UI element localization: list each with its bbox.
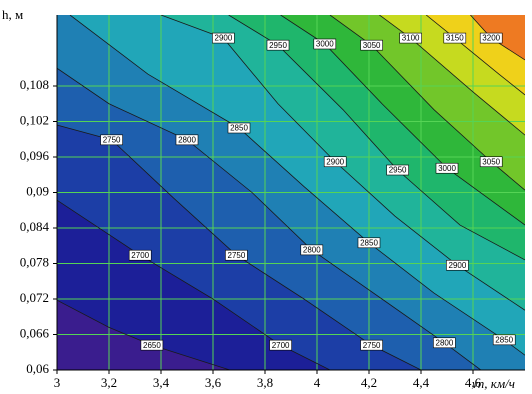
y-tick-label: 0,108: [20, 77, 49, 92]
contour-label: 2650: [143, 341, 161, 350]
contour-line: [329, 15, 525, 191]
contour-line: [425, 15, 525, 96]
contour-label: 2700: [272, 341, 290, 350]
contour-label: 2850: [360, 238, 378, 247]
x-tick-label: 4,4: [413, 375, 430, 390]
contour-line: [69, 15, 525, 356]
contour-labels: 2650 2700 2700 2750 2750 2750 2800 2800 2800 2850…: [100, 32, 516, 351]
contour-label-box: [225, 249, 248, 261]
contour-label-box: [266, 39, 290, 51]
contour-label: 3100: [402, 34, 420, 43]
contour-label-box: [128, 249, 152, 261]
x-tick-label: 3: [54, 375, 61, 390]
contour-label: 2900: [215, 34, 233, 43]
x-tick-label: 3,2: [101, 375, 117, 390]
x-tick-label: 4,6: [465, 375, 482, 390]
contour-label-box: [212, 32, 235, 44]
x-tick-label: 4,2: [361, 375, 377, 390]
y-axis-label: h, м: [2, 7, 23, 22]
x-tick-label: 3,8: [257, 375, 273, 390]
contour-label: 2750: [228, 251, 246, 260]
contour-label: 2800: [303, 246, 321, 255]
contour-band: [57, 15, 525, 370]
contour-label: 3050: [363, 41, 381, 50]
axes: 0,06 0,066 0,072 0,078 0,084 0,09 0,096 0,102 0,…: [20, 15, 525, 390]
x-axis-label: vп, км/ч: [472, 376, 515, 391]
y-tick-label: 0,06: [26, 361, 49, 376]
contour-lines: [57, 15, 525, 370]
y-tick-label: 0,066: [20, 325, 50, 340]
contour-label: 3200: [482, 34, 500, 43]
contour-label: 3050: [482, 157, 500, 166]
y-tick-label: 0,102: [20, 112, 49, 127]
contour-label: 3000: [316, 40, 334, 49]
contour-label-box: [269, 339, 292, 351]
y-tick-label: 0,078: [20, 254, 49, 269]
contour-label: 2850: [495, 335, 513, 344]
contour-line: [379, 15, 525, 136]
contour-label-box: [313, 38, 337, 50]
contour-label: 2950: [269, 41, 287, 50]
contour-line: [57, 299, 231, 370]
contour-band: [57, 15, 525, 370]
y-tick-label: 0,096: [20, 148, 50, 163]
contour-label: 2800: [178, 135, 196, 144]
contour-label-box: [227, 122, 251, 134]
contour-label: 2900: [326, 157, 344, 166]
contour-label: 2750: [363, 341, 381, 350]
contour-label-box: [175, 134, 199, 146]
contour-label: 2850: [230, 124, 248, 133]
y-tick-label: 0,09: [26, 183, 49, 198]
contour-label-box: [479, 32, 503, 44]
x-tick-label: 3,4: [153, 375, 170, 390]
y-tick-label: 0,084: [20, 219, 50, 234]
contour-label-box: [386, 164, 409, 176]
contour-line: [57, 67, 482, 370]
contour-label-box: [360, 339, 383, 351]
contour-label-box: [433, 337, 456, 349]
contour-label: 3150: [446, 34, 464, 43]
contour-label-box: [443, 32, 467, 44]
contour-line: [57, 199, 331, 370]
contour-label: 3000: [438, 164, 456, 173]
contour-label-box: [323, 156, 347, 168]
contour-label-box: [300, 244, 324, 256]
contour-label-box: [399, 32, 422, 44]
contour-label-box: [100, 134, 123, 146]
contour-label: 2700: [131, 251, 149, 260]
x-tick-label: 3,6: [205, 375, 222, 390]
contour-label-box: [360, 39, 383, 51]
contour-label-box: [140, 339, 164, 351]
contour-label: 2750: [103, 135, 121, 144]
contour-label: 2950: [389, 166, 407, 175]
contour-line: [280, 15, 525, 226]
contour-label: 2800: [436, 338, 454, 347]
x-tick-label: 4: [314, 375, 321, 390]
contour-label-box: [357, 237, 381, 249]
contour-label-box: [446, 259, 469, 271]
contour-label-box: [479, 156, 503, 168]
y-tick-label: 0,072: [20, 290, 49, 305]
contour-label: 2900: [449, 261, 467, 270]
contour-label-box: [492, 334, 516, 346]
contour-label-box: [435, 162, 459, 174]
